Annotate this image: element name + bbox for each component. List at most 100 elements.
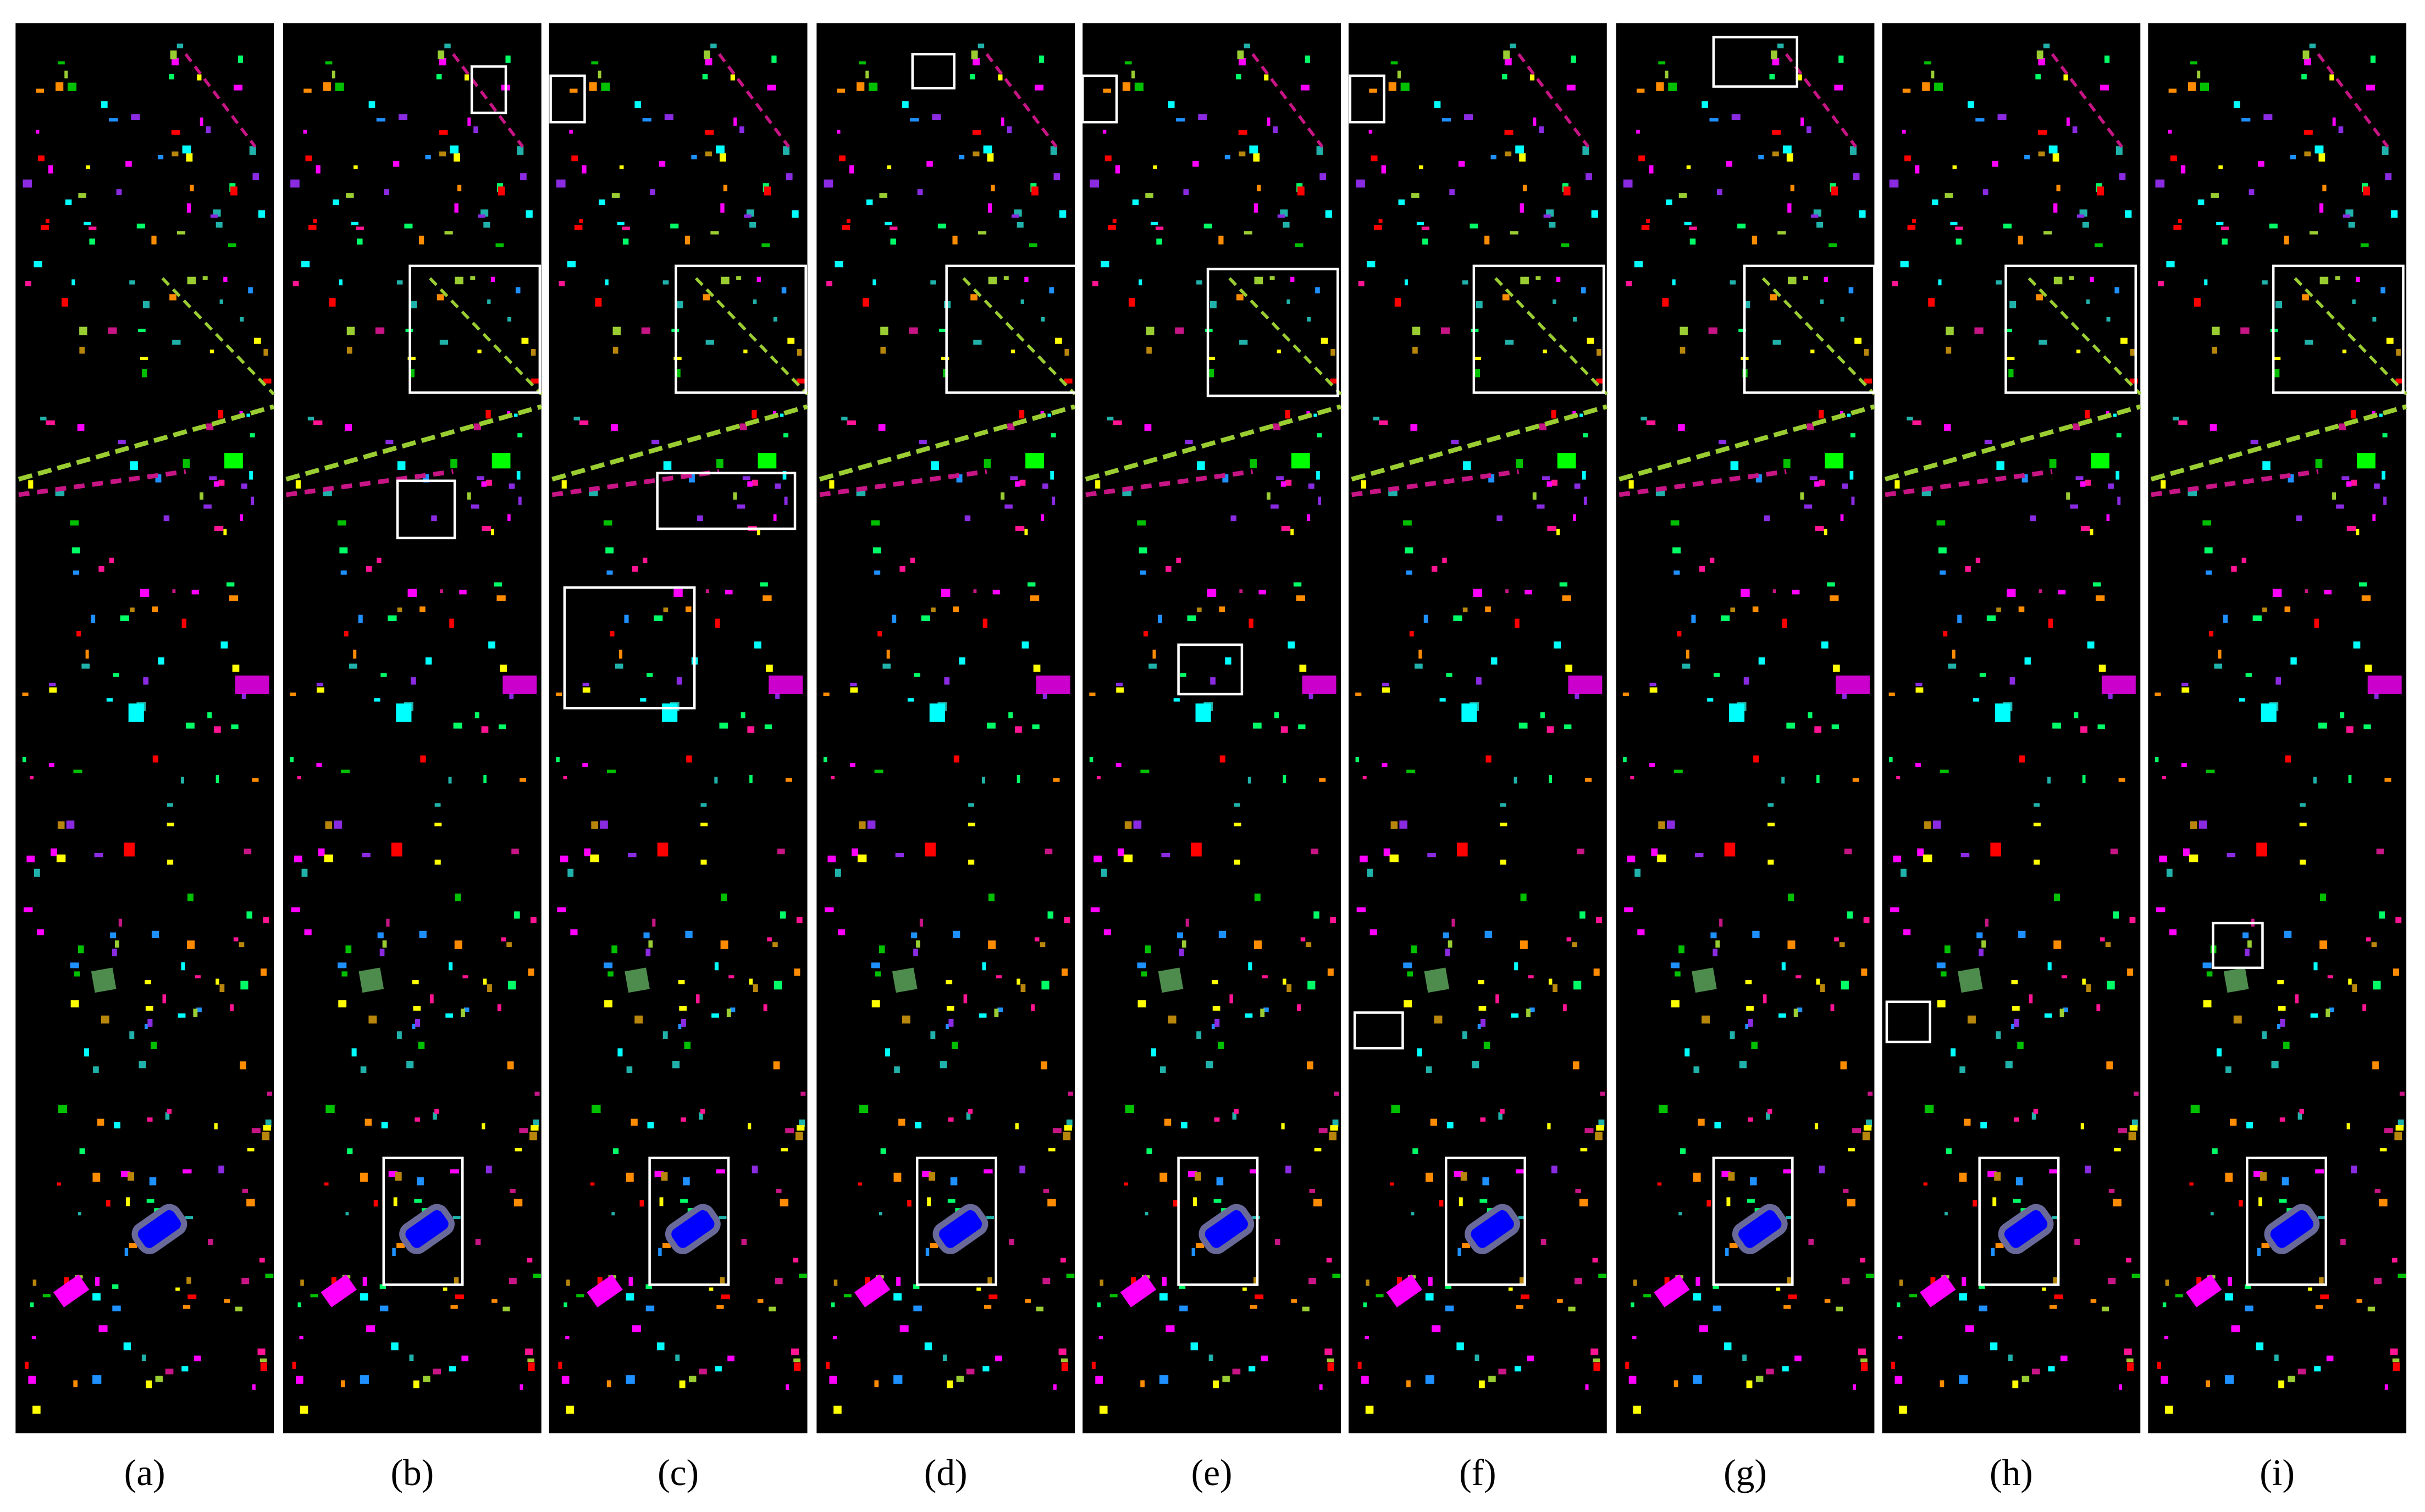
- class-pixel: [1892, 280, 1898, 286]
- class-pixel: [1520, 940, 1528, 949]
- class-pixel: [2372, 514, 2376, 522]
- class-pixel: [527, 1258, 533, 1263]
- class-pixel: [240, 1061, 246, 1070]
- class-pixel: [1262, 975, 1268, 979]
- class-pixel: [345, 424, 352, 431]
- class-pixel: [1470, 223, 1478, 229]
- class-pixel: [756, 529, 760, 535]
- class-pixel: [235, 1306, 242, 1311]
- class-pixel: [1516, 1305, 1523, 1309]
- class-pixel: [617, 221, 625, 225]
- class-pixel: [2097, 724, 2105, 729]
- class-pixel: [1390, 1182, 1394, 1186]
- highlight-box: [1206, 268, 1339, 397]
- class-pixel: [953, 755, 960, 763]
- class-pixel: [2080, 726, 2087, 733]
- class-pixel: [598, 70, 601, 79]
- class-pixel: [645, 1305, 655, 1311]
- class-pixel: [987, 1277, 992, 1284]
- class-pixel: [986, 1216, 995, 1220]
- class-pixel: [628, 1277, 633, 1286]
- class-pixel: [1430, 1118, 1438, 1126]
- class-pixel: [2178, 420, 2188, 425]
- class-pixel: [396, 1031, 402, 1039]
- class-pixel: [1714, 673, 1720, 677]
- class-pixel: [1636, 88, 1645, 93]
- object: [2261, 703, 2277, 722]
- class-pixel: [1477, 1023, 1481, 1029]
- class-pixel: [171, 130, 180, 135]
- class-pixel: [1500, 1109, 1505, 1114]
- object: [2091, 453, 2109, 469]
- class-pixel: [1096, 776, 1101, 779]
- class-pixel: [1540, 1238, 1546, 1245]
- class-pixel: [2241, 118, 2251, 122]
- class-pixel: [1449, 189, 1455, 196]
- class-pixel: [968, 822, 975, 827]
- class-pixel: [797, 349, 802, 356]
- class-pixel: [2076, 350, 2081, 353]
- class-pixel: [2278, 1005, 2286, 1011]
- class-pixel: [556, 179, 566, 188]
- class-pixel: [2320, 1294, 2329, 1299]
- class-pixel: [837, 88, 846, 93]
- class-pixel: [2395, 917, 2402, 923]
- class-pixel: [165, 1369, 174, 1375]
- class-pixel: [715, 618, 720, 628]
- class-pixel: [617, 1048, 623, 1057]
- class-pixel: [252, 778, 259, 782]
- class-pixel: [345, 945, 352, 954]
- class-pixel: [719, 153, 726, 162]
- class-pixel: [723, 185, 728, 192]
- class-pixel: [185, 1216, 194, 1220]
- class-pixel: [1355, 693, 1362, 696]
- class-pixel: [766, 664, 773, 672]
- road-segment: [1618, 404, 1875, 482]
- class-pixel: [1840, 514, 1844, 522]
- class-pixel: [1321, 337, 1328, 344]
- class-pixel: [496, 595, 506, 601]
- class-pixel: [2189, 1182, 2194, 1186]
- class-pixel: [419, 931, 427, 938]
- class-pixel: [880, 346, 886, 354]
- class-pixel: [1446, 673, 1452, 677]
- class-pixel: [615, 663, 623, 669]
- object: [662, 703, 678, 722]
- class-pixel: [78, 193, 86, 198]
- class-pixel: [1549, 774, 1553, 783]
- class-pixel: [1582, 470, 1586, 480]
- class-pixel: [611, 424, 618, 431]
- class-pixel: [752, 479, 758, 486]
- class-pixel: [1389, 854, 1399, 862]
- panel-label: (b): [390, 1452, 434, 1493]
- class-pixel: [1028, 582, 1036, 587]
- class-pixel: [91, 614, 96, 623]
- class-pixel: [377, 932, 384, 939]
- class-pixel: [1686, 165, 1691, 169]
- class-pixel: [1214, 1019, 1220, 1027]
- class-pixel: [2108, 693, 2113, 699]
- class-pixel: [2161, 480, 2166, 489]
- class-pixel: [409, 1354, 414, 1361]
- class-pixel: [1952, 165, 1957, 169]
- class-pixel: [597, 1277, 603, 1287]
- class-pixel: [197, 74, 202, 81]
- class-pixel: [97, 1118, 104, 1126]
- class-pixel: [1748, 1019, 1753, 1027]
- class-pixel: [2013, 1117, 2019, 1122]
- class-pixel: [1239, 151, 1246, 157]
- class-pixel: [1980, 1122, 1987, 1129]
- class-pixel: [64, 70, 68, 79]
- class-pixel: [744, 214, 752, 218]
- class-pixel: [92, 1293, 101, 1301]
- class-pixel: [1209, 369, 1214, 378]
- road-segment: [286, 469, 454, 497]
- class-pixel: [246, 911, 252, 919]
- class-pixel: [534, 1092, 540, 1096]
- class-pixel: [1176, 118, 1185, 122]
- class-pixel: [913, 1305, 922, 1311]
- class-pixel: [2017, 1042, 2024, 1050]
- class-pixel: [1824, 529, 1827, 535]
- class-pixel: [101, 101, 108, 108]
- class-pixel: [794, 1362, 801, 1371]
